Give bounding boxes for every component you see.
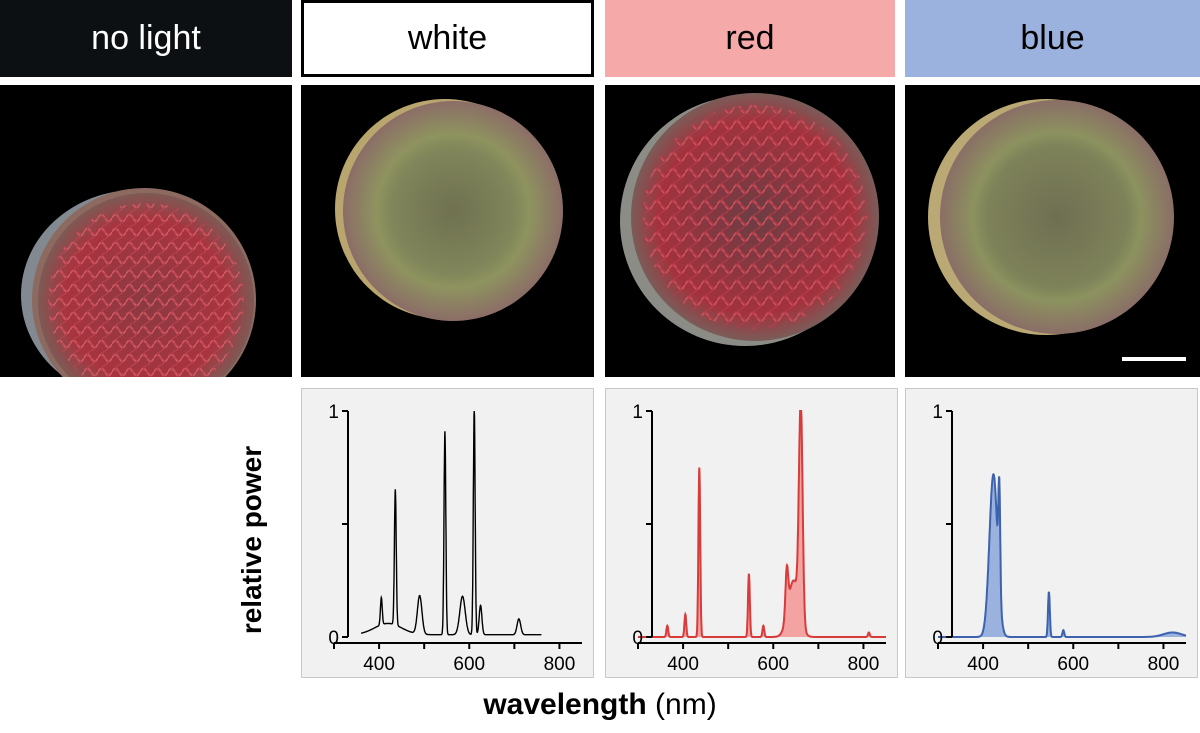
colony-photo-red: [605, 85, 895, 377]
x-axis-label-bold: wavelength: [483, 688, 647, 721]
x-tick-label: 400: [363, 654, 395, 675]
spectrum-chart-blue: 0 1 400 600 800: [932, 402, 1187, 675]
spectrum-panel-white: 0 1 400 600 800: [301, 388, 594, 678]
x-tick-label: 800: [1148, 654, 1180, 675]
header-red: red: [605, 0, 895, 77]
spectrum-panel-red: 0 1 400 600 800: [605, 388, 898, 678]
scale-bar: [1122, 357, 1186, 361]
x-tick-label: 600: [453, 654, 485, 675]
y-tick-label: 0: [328, 628, 339, 649]
colony-photo-blue: [905, 85, 1200, 377]
spectrum-line: [938, 473, 1187, 638]
x-tick-label: 600: [1057, 654, 1089, 675]
x-tick-label: 800: [544, 654, 576, 675]
x-axis-label-unit: (nm): [655, 688, 717, 721]
header-label: red: [725, 19, 775, 57]
y-tick-label: 1: [328, 402, 339, 423]
colony-photo-white: [301, 85, 594, 377]
spectrum-line: [360, 410, 542, 636]
x-tick-label: 400: [667, 654, 699, 675]
header-label: white: [407, 19, 488, 57]
header-white: white: [301, 0, 594, 77]
header-label: no light: [91, 19, 201, 57]
y-tick-label: 0: [932, 628, 943, 649]
header-label: blue: [1020, 19, 1085, 57]
y-tick-label: 1: [932, 402, 943, 423]
spectrum-line: [638, 410, 886, 638]
y-tick-label: 0: [632, 628, 643, 649]
y-tick-label: 1: [632, 402, 643, 423]
spectrum-chart-red: 0 1 400 600 800: [632, 402, 886, 675]
spectrum-chart-white: 0 1 400 600 800: [328, 402, 582, 675]
x-tick-label: 600: [757, 654, 789, 675]
colony-photo-no-light: [0, 85, 292, 377]
spectrum-area: [638, 411, 886, 637]
x-tick-label: 800: [848, 654, 880, 675]
header-no-light: no light: [0, 0, 292, 77]
spectrum-panel-blue: 0 1 400 600 800: [905, 388, 1198, 678]
x-axis-label: wavelength (nm): [400, 688, 800, 722]
spectrum-area: [938, 474, 1186, 637]
header-blue: blue: [905, 0, 1200, 77]
x-tick-label: 400: [967, 654, 999, 675]
